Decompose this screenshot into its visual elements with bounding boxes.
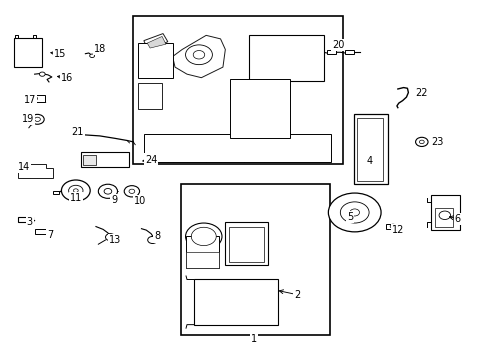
- Circle shape: [105, 234, 115, 241]
- Bar: [229, 226, 263, 262]
- Text: 7: 7: [47, 230, 53, 240]
- Text: 14: 14: [18, 162, 30, 172]
- Circle shape: [129, 189, 135, 193]
- Bar: [249, 35, 323, 81]
- Bar: [430, 195, 459, 230]
- Circle shape: [438, 211, 449, 220]
- Bar: [385, 224, 398, 229]
- Text: 4: 4: [366, 156, 372, 166]
- Circle shape: [68, 185, 83, 196]
- Text: 9: 9: [111, 195, 117, 206]
- Text: 5: 5: [346, 212, 352, 222]
- Circle shape: [35, 117, 41, 121]
- Text: 1: 1: [250, 334, 257, 345]
- Circle shape: [31, 114, 44, 124]
- Text: 12: 12: [391, 225, 403, 235]
- Text: 21: 21: [71, 127, 84, 138]
- Bar: [53, 190, 59, 194]
- Text: 11: 11: [70, 193, 82, 203]
- Bar: [181, 184, 329, 335]
- Bar: [225, 222, 268, 265]
- Circle shape: [340, 202, 368, 223]
- Text: 24: 24: [144, 154, 157, 165]
- Circle shape: [349, 209, 359, 216]
- Text: 23: 23: [430, 137, 443, 147]
- Bar: [434, 208, 452, 227]
- Text: 13: 13: [109, 235, 121, 245]
- Bar: [138, 83, 162, 109]
- Bar: [143, 134, 330, 162]
- Bar: [138, 43, 172, 78]
- Bar: [345, 50, 353, 54]
- Circle shape: [32, 96, 38, 100]
- Text: 6: 6: [454, 214, 460, 224]
- Bar: [15, 38, 42, 67]
- Bar: [82, 154, 96, 165]
- Circle shape: [104, 189, 112, 194]
- Circle shape: [185, 223, 222, 250]
- Text: 22: 22: [415, 87, 427, 98]
- Polygon shape: [147, 36, 165, 48]
- Bar: [18, 217, 33, 222]
- Text: 17: 17: [23, 95, 36, 104]
- Circle shape: [147, 237, 157, 243]
- Polygon shape: [185, 252, 218, 268]
- Text: 3: 3: [27, 217, 33, 227]
- Circle shape: [191, 227, 216, 246]
- Bar: [185, 236, 218, 268]
- Bar: [35, 229, 50, 234]
- Bar: [353, 114, 387, 184]
- Bar: [30, 95, 45, 102]
- Text: 16: 16: [61, 73, 73, 83]
- Circle shape: [40, 72, 45, 76]
- Bar: [326, 50, 335, 54]
- Circle shape: [185, 45, 212, 65]
- Bar: [194, 279, 278, 325]
- Bar: [230, 80, 289, 138]
- Circle shape: [98, 184, 117, 198]
- Bar: [133, 16, 343, 164]
- Bar: [356, 118, 383, 181]
- Circle shape: [89, 54, 94, 58]
- Polygon shape: [143, 33, 167, 49]
- Text: 18: 18: [94, 44, 106, 54]
- Circle shape: [327, 193, 380, 232]
- Polygon shape: [18, 164, 53, 178]
- Text: 20: 20: [331, 40, 344, 50]
- Text: 10: 10: [134, 196, 146, 206]
- Circle shape: [389, 224, 395, 228]
- Bar: [81, 153, 129, 167]
- Text: 2: 2: [293, 290, 300, 300]
- Circle shape: [419, 140, 423, 144]
- Text: 19: 19: [22, 114, 34, 124]
- Circle shape: [193, 50, 204, 59]
- Text: 8: 8: [154, 231, 160, 242]
- Circle shape: [61, 180, 90, 201]
- Text: 15: 15: [54, 49, 66, 59]
- Circle shape: [415, 137, 427, 147]
- Circle shape: [124, 186, 139, 197]
- Circle shape: [73, 189, 78, 192]
- Polygon shape: [172, 35, 225, 78]
